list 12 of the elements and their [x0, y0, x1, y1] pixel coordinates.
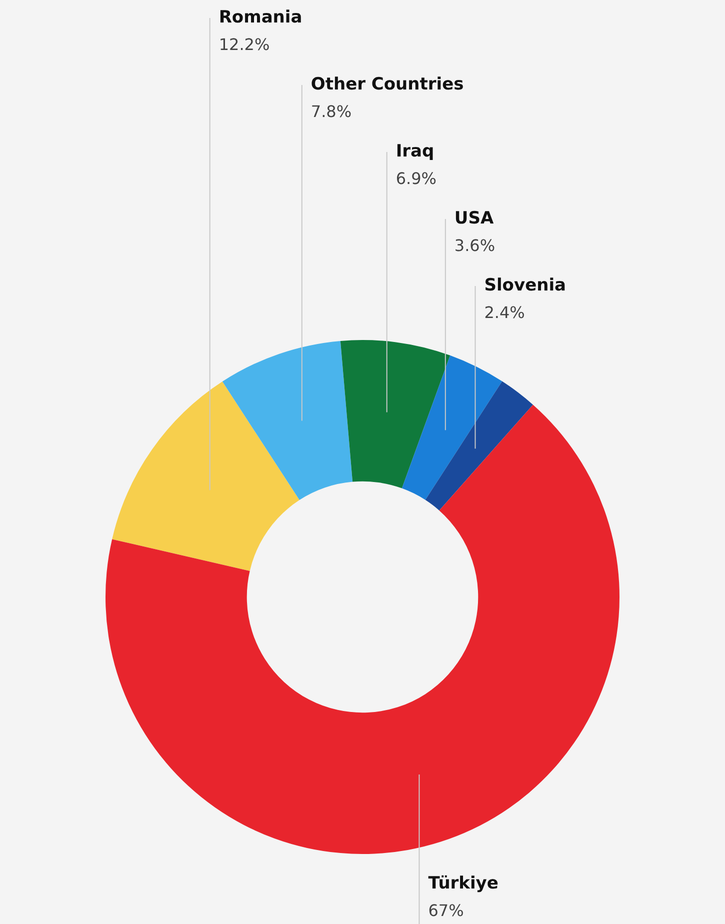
data-label: 2.4% [484, 303, 525, 322]
slice-label: Slovenia [484, 275, 566, 296]
data-label: 6.9% [396, 169, 436, 188]
slice-label: USA [454, 208, 494, 228]
slice-label: Türkiye [428, 873, 498, 894]
data-label: 7.8% [310, 102, 352, 122]
slice-label: Other Countries [310, 74, 464, 94]
slice-label: Romania [218, 7, 302, 28]
slice-label: Iraq [396, 141, 434, 162]
data-label: 3.6% [454, 236, 496, 256]
data-label: 12.2% [218, 35, 270, 54]
data-label: 67% [428, 901, 464, 920]
